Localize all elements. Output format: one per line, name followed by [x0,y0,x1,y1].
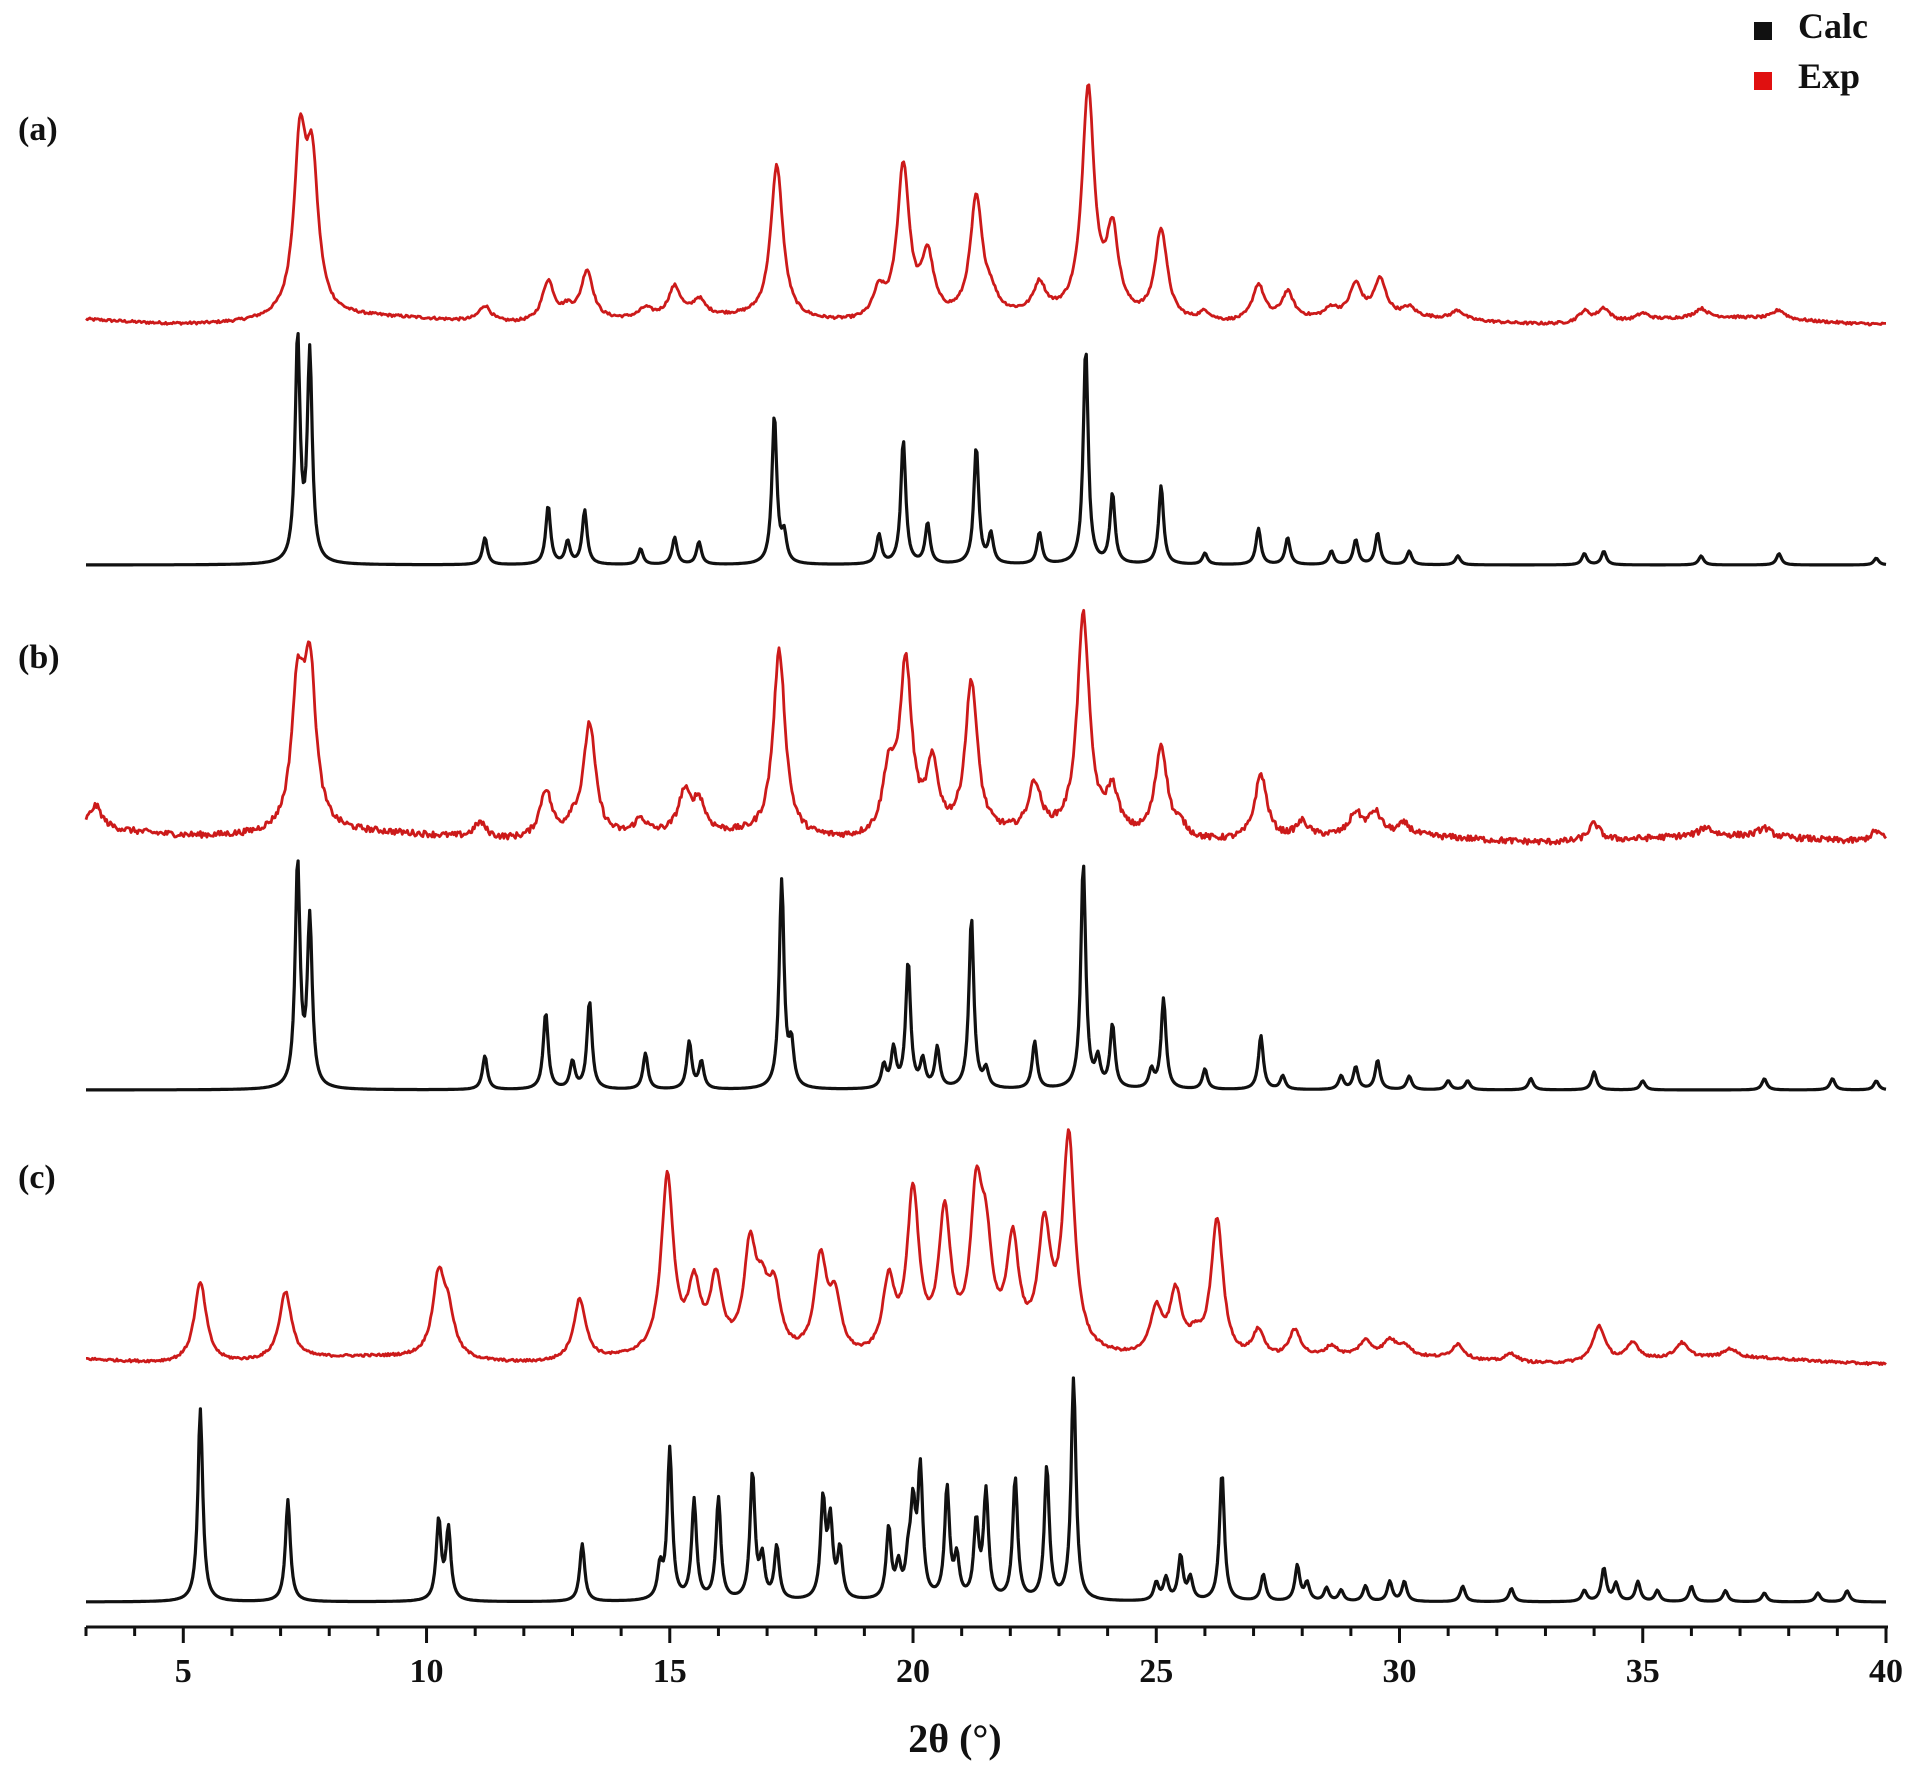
x-tick-label: 35 [1626,1653,1660,1690]
x-tick-label: 40 [1869,1653,1903,1690]
legend-label: Calc [1798,6,1868,46]
series-line-exp [84,608,1888,846]
series-line-calc [85,859,1887,1092]
series-line-exp [85,83,1887,327]
x-axis: 5 10 15 20 25 30 35 40 [84,1625,1903,1690]
panel-label: (a) [18,111,58,148]
series-line-calc [85,332,1887,567]
x-tick-label: 30 [1383,1653,1417,1690]
panel-label: (b) [18,639,60,676]
x-tick-label: 15 [653,1653,687,1690]
legend-swatch [1754,22,1772,40]
legend-item-exp: Exp [1754,56,1860,96]
x-tick-label: 25 [1139,1653,1173,1690]
x-axis-label: 2θ (°) [908,1716,1002,1761]
panel-c: (c) [18,1128,1887,1604]
x-tick-label: 10 [410,1653,444,1690]
x-tick-label: 20 [896,1653,930,1690]
panel-label: (c) [18,1159,56,1196]
panel-b: (b) [18,608,1888,1092]
panels-group: (a) (b) (c) [18,83,1888,1604]
series-line-exp [85,1128,1887,1366]
legend-label: Exp [1798,56,1860,96]
legend-swatch [1754,72,1772,90]
x-tick-label: 5 [175,1653,192,1690]
series-line-calc [85,1376,1887,1604]
legend-item-calc: Calc [1754,6,1868,46]
legend: Calc Exp [1754,6,1868,96]
panel-a: (a) [18,83,1887,567]
